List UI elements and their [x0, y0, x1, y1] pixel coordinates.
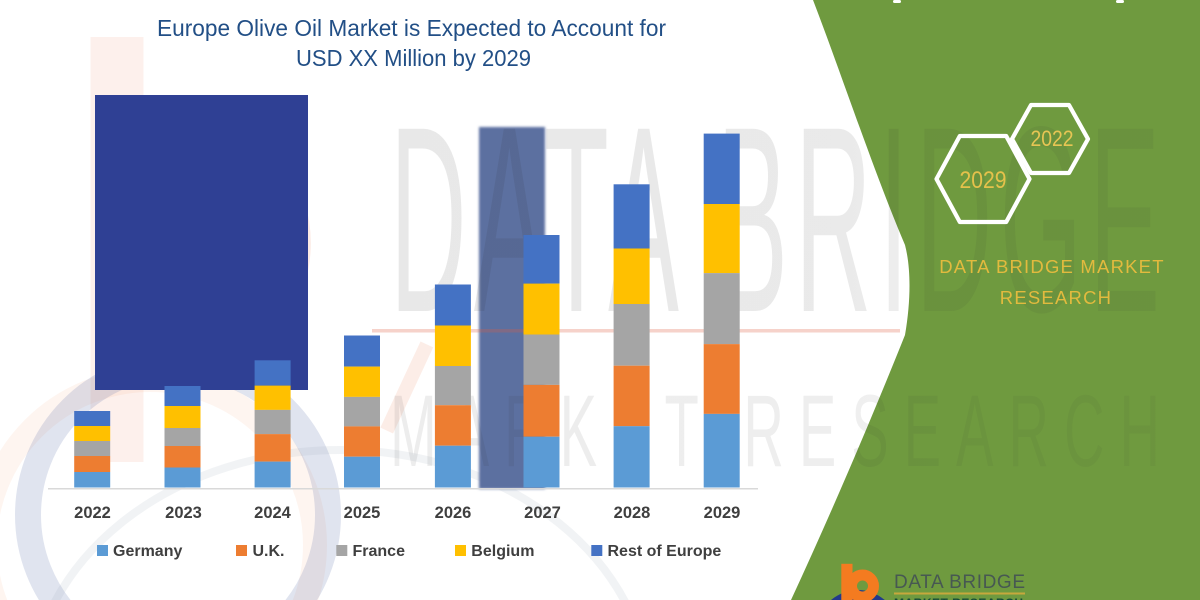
- svg-text:2028: 2028: [614, 504, 651, 522]
- svg-text:2024: 2024: [254, 504, 292, 522]
- svg-text:U.K.: U.K.: [253, 543, 285, 560]
- svg-text:DATA BRIDGE: DATA BRIDGE: [894, 572, 1025, 593]
- svg-text:Belgium: Belgium: [471, 543, 534, 560]
- svg-text:2029: 2029: [960, 167, 1007, 194]
- svg-text:2025: 2025: [344, 504, 381, 522]
- svg-text:2022: 2022: [74, 504, 111, 522]
- svg-text:MARKET RESEARCH: MARKET RESEARCH: [894, 596, 1025, 600]
- svg-text:USD XX Million by 2029: USD XX Million by 2029: [296, 45, 531, 71]
- svg-text:2027: 2027: [524, 504, 561, 522]
- svg-text:Europe Olive Oil Market is Exp: Europe Olive Oil Market is Expected to A…: [157, 15, 666, 41]
- svg-text:2022: 2022: [1030, 127, 1073, 151]
- svg-text:2029: 2029: [704, 504, 741, 522]
- svg-text:2026: 2026: [435, 504, 472, 522]
- svg-text:DATA BRIDGE: DATA BRIDGE: [390, 71, 1160, 368]
- svg-text:Rest of Europe: Rest of Europe: [608, 543, 722, 560]
- svg-text:France: France: [353, 543, 406, 560]
- svg-text:RESEARCH: RESEARCH: [1000, 287, 1112, 308]
- svg-text:Germany: Germany: [113, 543, 182, 560]
- svg-text:DATA BRIDGE MARKET: DATA BRIDGE MARKET: [939, 256, 1164, 277]
- svg-text:MARKET RESEARCH: MARKET RESEARCH: [390, 374, 1160, 488]
- svg-text:2023: 2023: [165, 504, 202, 522]
